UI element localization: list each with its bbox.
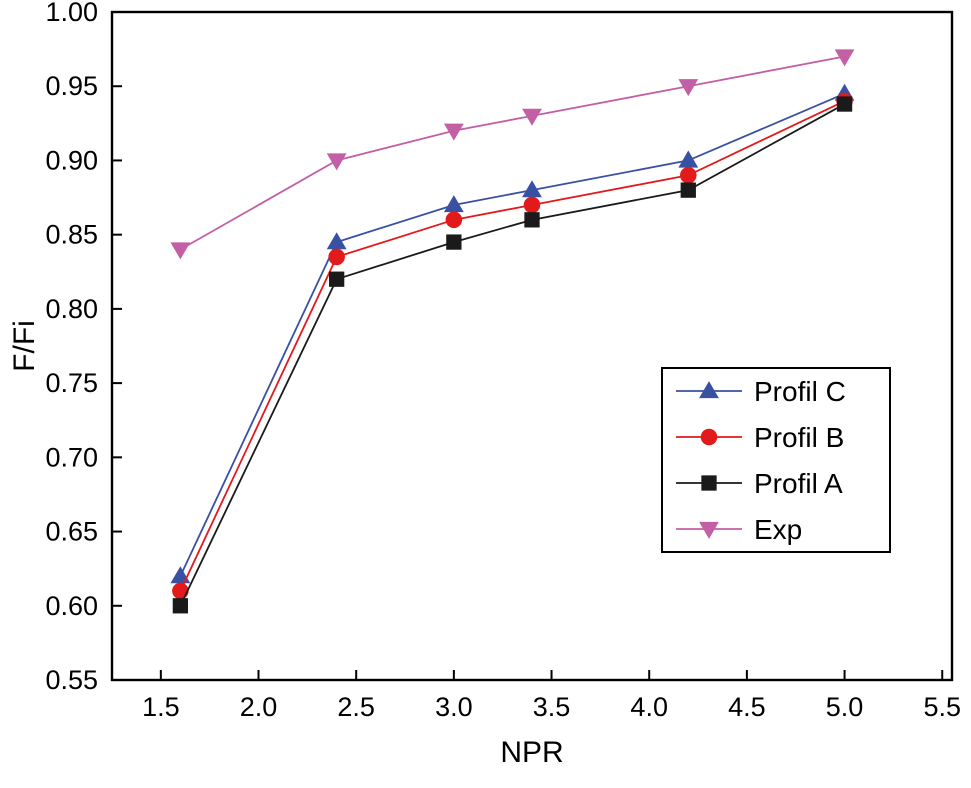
y-tick-label: 1.00	[45, 0, 98, 27]
y-tick-label: 0.60	[45, 591, 98, 621]
marker-exp	[326, 153, 347, 171]
legend-marker	[700, 428, 718, 446]
legend-label: Profil B	[754, 422, 844, 453]
legend-marker	[701, 475, 717, 491]
x-tick-label: 4.0	[630, 692, 668, 722]
y-tick-label: 0.85	[45, 220, 98, 250]
marker-profil-b	[523, 196, 541, 214]
y-axis-label: F/Fi	[8, 320, 41, 372]
marker-exp	[443, 123, 464, 141]
y-tick-label: 0.70	[45, 442, 98, 472]
legend-marker	[699, 521, 719, 539]
marker-exp	[834, 49, 855, 67]
marker-profil-a	[836, 96, 853, 112]
series-line-profil-c	[179, 92, 845, 577]
marker-profil-a	[524, 212, 540, 228]
marker-profil-b	[328, 248, 345, 266]
marker-exp	[522, 108, 542, 126]
x-tick-label: 2.0	[240, 692, 278, 722]
legend-label: Profil A	[754, 468, 843, 499]
x-tick-label: 3.5	[533, 692, 571, 722]
legend-label: Profil C	[754, 376, 846, 407]
x-tick-label: 2.5	[337, 692, 375, 722]
marker-exp	[170, 242, 191, 260]
x-tick-label: 3.0	[435, 692, 473, 722]
marker-profil-a	[680, 182, 696, 198]
marker-profil-c	[326, 232, 347, 250]
x-tick-label: 5.5	[923, 692, 961, 722]
x-tick-label: 1.5	[142, 692, 180, 722]
marker-profil-c	[522, 180, 542, 198]
series-line-exp	[179, 55, 845, 251]
x-axis-label: NPR	[500, 736, 563, 769]
marker-profil-b	[445, 211, 463, 229]
y-tick-label: 0.80	[45, 294, 98, 324]
y-tick-label: 0.65	[45, 517, 98, 547]
legend-label: Exp	[754, 514, 802, 545]
y-tick-label: 0.90	[45, 145, 98, 175]
legend-box	[661, 367, 891, 553]
x-tick-label: 5.0	[826, 692, 864, 722]
marker-profil-c	[678, 150, 699, 168]
legend-marker	[699, 381, 719, 399]
x-tick-label: 4.5	[728, 692, 766, 722]
y-tick-label: 0.95	[45, 71, 98, 101]
y-tick-label: 0.55	[45, 665, 98, 695]
marker-profil-c	[443, 195, 464, 213]
marker-profil-b	[679, 167, 697, 184]
marker-exp	[678, 79, 699, 97]
series-line-profil-b	[179, 100, 845, 592]
marker-profil-b	[172, 582, 189, 600]
marker-profil-a	[172, 598, 189, 614]
marker-profil-a	[446, 234, 462, 250]
series-line-profil-a	[179, 103, 845, 607]
marker-profil-a	[329, 271, 345, 287]
y-tick-label: 0.75	[45, 368, 98, 398]
